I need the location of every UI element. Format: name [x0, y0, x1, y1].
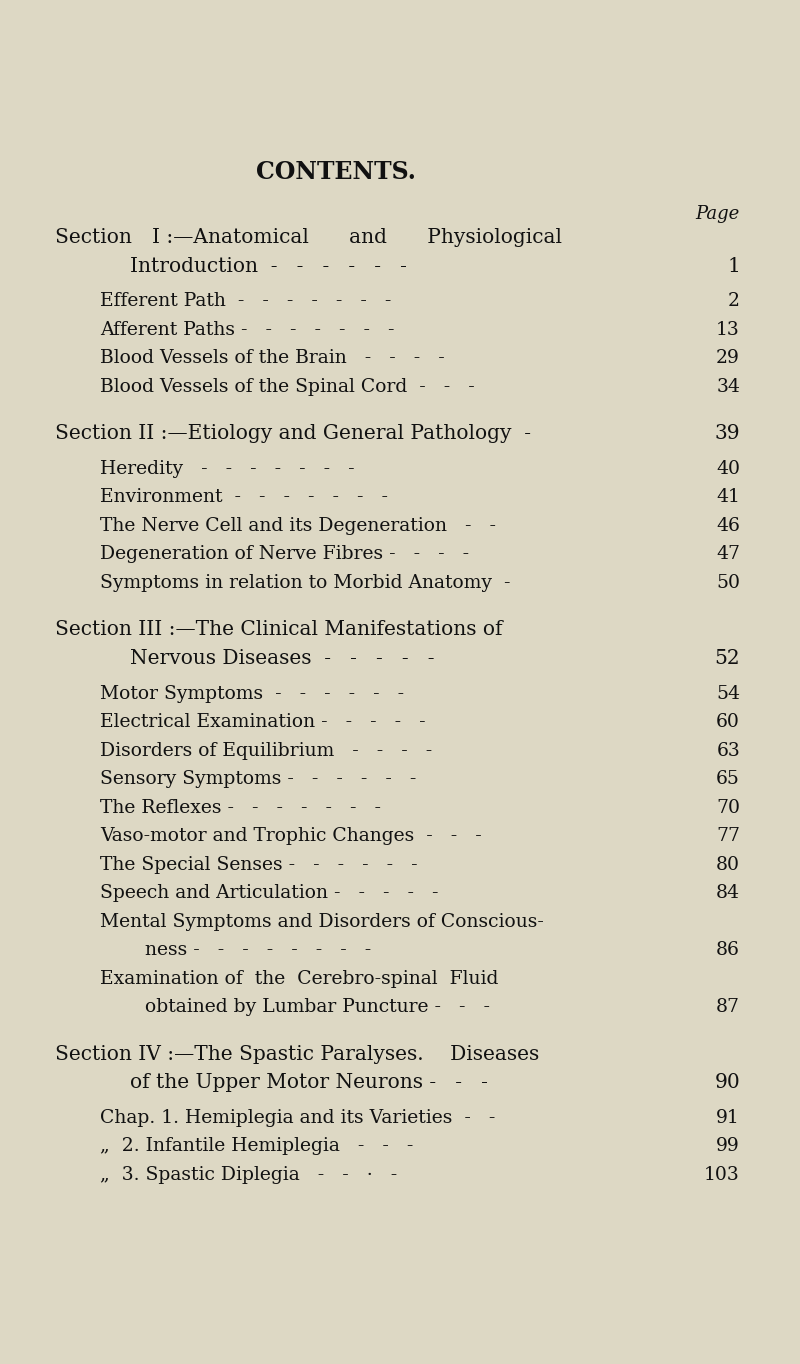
Text: 91: 91: [716, 1109, 740, 1127]
Text: Introduction  -   -   -   -   -   -: Introduction - - - - - -: [130, 256, 407, 276]
Text: Motor Symptoms  -   -   -   -   -   -: Motor Symptoms - - - - - -: [100, 685, 404, 702]
Text: 86: 86: [716, 941, 740, 959]
Text: Sensory Symptoms -   -   -   -   -   -: Sensory Symptoms - - - - - -: [100, 771, 416, 788]
Text: 63: 63: [716, 742, 740, 760]
Text: 34: 34: [716, 378, 740, 396]
Text: „  2. Infantile Hemiplegia   -   -   -: „ 2. Infantile Hemiplegia - - -: [100, 1138, 414, 1155]
Text: 80: 80: [716, 855, 740, 873]
Text: Nervous Diseases  -   -   -   -   -: Nervous Diseases - - - - -: [130, 649, 434, 668]
Text: 2: 2: [728, 292, 740, 310]
Text: Examination of  the  Cerebro-spinal  Fluid: Examination of the Cerebro-spinal Fluid: [100, 970, 498, 988]
Text: 99: 99: [716, 1138, 740, 1155]
Text: Degeneration of Nerve Fibres -   -   -   -: Degeneration of Nerve Fibres - - - -: [100, 546, 469, 563]
Text: The Nerve Cell and its Degeneration   -   -: The Nerve Cell and its Degeneration - -: [100, 517, 496, 535]
Text: Section II :—Etiology and General Pathology  -: Section II :—Etiology and General Pathol…: [55, 424, 531, 443]
Text: 103: 103: [704, 1166, 740, 1184]
Text: 52: 52: [714, 649, 740, 668]
Text: „  3. Spastic Diplegia   -   -   ·   -: „ 3. Spastic Diplegia - - · -: [100, 1166, 398, 1184]
Text: 90: 90: [714, 1073, 740, 1093]
Text: Disorders of Equilibrium   -   -   -   -: Disorders of Equilibrium - - - -: [100, 742, 432, 760]
Text: 87: 87: [716, 998, 740, 1016]
Text: Chap. 1. Hemiplegia and its Varieties  -   -: Chap. 1. Hemiplegia and its Varieties - …: [100, 1109, 495, 1127]
Text: ness -   -   -   -   -   -   -   -: ness - - - - - - - -: [145, 941, 371, 959]
Text: 13: 13: [716, 321, 740, 338]
Text: Vaso-motor and Trophic Changes  -   -   -: Vaso-motor and Trophic Changes - - -: [100, 827, 482, 846]
Text: 1: 1: [727, 256, 740, 276]
Text: 84: 84: [716, 884, 740, 902]
Text: Section I :—Anatomical  and  Physiological: Section I :—Anatomical and Physiological: [55, 228, 562, 247]
Text: The Reflexes -   -   -   -   -   -   -: The Reflexes - - - - - - -: [100, 798, 381, 817]
Text: The Special Senses -   -   -   -   -   -: The Special Senses - - - - - -: [100, 855, 418, 873]
Text: 50: 50: [716, 574, 740, 592]
Text: Electrical Examination -   -   -   -   -: Electrical Examination - - - - -: [100, 713, 426, 731]
Text: 70: 70: [716, 798, 740, 817]
Text: Afferent Paths -   -   -   -   -   -   -: Afferent Paths - - - - - - -: [100, 321, 394, 338]
Text: Section III :—The Clinical Manifestations of: Section III :—The Clinical Manifestation…: [55, 621, 502, 640]
Text: Page: Page: [696, 205, 740, 222]
Text: 60: 60: [716, 713, 740, 731]
Text: Heredity   -   -   -   -   -   -   -: Heredity - - - - - - -: [100, 460, 354, 477]
Text: 41: 41: [716, 488, 740, 506]
Text: 65: 65: [716, 771, 740, 788]
Text: 77: 77: [716, 827, 740, 846]
Text: Environment  -   -   -   -   -   -   -: Environment - - - - - - -: [100, 488, 388, 506]
Text: Symptoms in relation to Morbid Anatomy  -: Symptoms in relation to Morbid Anatomy -: [100, 574, 510, 592]
Text: 29: 29: [716, 349, 740, 367]
Text: Efferent Path  -   -   -   -   -   -   -: Efferent Path - - - - - - -: [100, 292, 391, 310]
Text: 40: 40: [716, 460, 740, 477]
Text: obtained by Lumbar Puncture -   -   -: obtained by Lumbar Puncture - - -: [145, 998, 490, 1016]
Text: Section IV :—The Spastic Paralyses.  Diseases: Section IV :—The Spastic Paralyses. Dise…: [55, 1045, 539, 1064]
Text: of the Upper Motor Neurons -   -   -: of the Upper Motor Neurons - - -: [130, 1073, 488, 1093]
Text: 47: 47: [716, 546, 740, 563]
Text: Blood Vessels of the Spinal Cord  -   -   -: Blood Vessels of the Spinal Cord - - -: [100, 378, 474, 396]
Text: 46: 46: [716, 517, 740, 535]
Text: Speech and Articulation -   -   -   -   -: Speech and Articulation - - - - -: [100, 884, 438, 902]
Text: 54: 54: [716, 685, 740, 702]
Text: Mental Symptoms and Disorders of Conscious-: Mental Symptoms and Disorders of Conscio…: [100, 913, 544, 930]
Text: 39: 39: [714, 424, 740, 443]
Text: CONTENTS.: CONTENTS.: [256, 160, 416, 184]
Text: Blood Vessels of the Brain   -   -   -   -: Blood Vessels of the Brain - - - -: [100, 349, 445, 367]
